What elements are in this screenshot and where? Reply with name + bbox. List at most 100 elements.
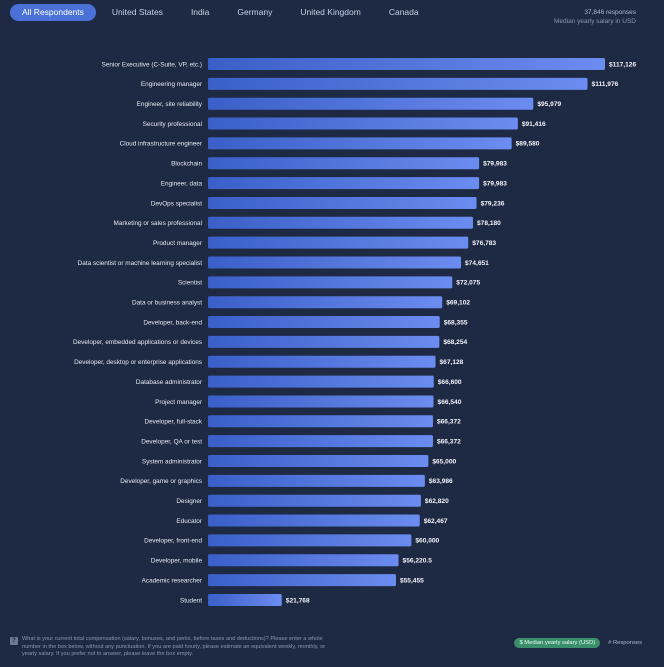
salary-bar[interactable] xyxy=(208,474,425,487)
salary-bar[interactable] xyxy=(208,355,436,368)
category-label: Database administrator xyxy=(136,379,203,386)
category-label: Engineering manager xyxy=(141,81,203,88)
category-label: Cloud infrastructure engineer xyxy=(120,141,203,148)
salary-bar[interactable] xyxy=(208,97,534,110)
salary-bar[interactable] xyxy=(208,435,433,448)
category-label: Developer, back-end xyxy=(143,319,202,326)
chart-subtitle: Median yearly salary in USD xyxy=(553,18,636,25)
category-label: Developer, game or graphics xyxy=(120,478,202,485)
category-label: Developer, desktop or enterprise applica… xyxy=(74,359,202,366)
salary-bar[interactable] xyxy=(208,534,412,547)
tab-united-states[interactable]: United States xyxy=(111,7,163,17)
salary-bar[interactable] xyxy=(208,415,433,428)
value-label: $76,783 xyxy=(472,240,496,247)
salary-bar[interactable] xyxy=(208,157,480,170)
value-label: $62,820 xyxy=(425,498,449,505)
category-label: Blockchain xyxy=(171,161,202,168)
category-label: Educator xyxy=(176,518,202,525)
salary-bar[interactable] xyxy=(208,514,420,527)
value-label: $21,768 xyxy=(286,597,310,604)
value-label: $95,979 xyxy=(537,101,561,108)
category-label: Developer, QA or test xyxy=(141,438,202,445)
value-label: $63,986 xyxy=(429,478,453,485)
tab-all-respondents[interactable]: All Respondents xyxy=(10,4,96,21)
value-label: $66,372 xyxy=(437,438,461,445)
help-icon[interactable]: ? xyxy=(10,637,18,645)
category-label: Developer, embedded applications or devi… xyxy=(73,339,202,346)
salary-bar[interactable] xyxy=(208,177,480,190)
category-label: Student xyxy=(180,597,202,604)
tab-india[interactable]: India xyxy=(190,7,210,17)
salary-bar[interactable] xyxy=(208,316,440,329)
value-label: $68,355 xyxy=(444,319,468,326)
value-label: $67,128 xyxy=(440,359,464,366)
salary-bar-chart: Senior Executive (C-Suite, VP, etc.) $117… xyxy=(73,58,636,606)
value-label: $55,455 xyxy=(400,577,424,584)
category-label: Marketing or sales professional xyxy=(114,220,202,227)
category-label: Data or business analyst xyxy=(132,300,202,307)
value-label: $62,467 xyxy=(424,518,448,525)
category-label: Developer, mobile xyxy=(151,558,203,565)
value-label: $60,000 xyxy=(415,538,439,545)
value-label: $117,126 xyxy=(609,61,636,68)
category-label: Academic researcher xyxy=(142,577,203,584)
salary-bar[interactable] xyxy=(208,77,588,90)
category-label: Developer, full-stack xyxy=(144,419,202,426)
salary-bar[interactable] xyxy=(208,335,440,348)
value-label: $65,000 xyxy=(432,458,456,465)
value-label: $91,416 xyxy=(522,121,546,128)
category-label: Project manager xyxy=(155,399,203,406)
value-label: $56,220.5 xyxy=(403,558,433,565)
salary-bar[interactable] xyxy=(208,554,399,567)
responses-count: 37,846 responses xyxy=(584,9,636,16)
footer: ? What is your current total compensatio… xyxy=(10,636,650,662)
chart-meta: 37,846 responses Median yearly salary in… xyxy=(554,8,636,26)
value-label: $78,180 xyxy=(477,220,501,227)
value-label: $68,254 xyxy=(443,339,467,346)
category-label: System administrator xyxy=(142,458,203,465)
salary-bar[interactable] xyxy=(208,256,462,269)
category-label: Scientist xyxy=(178,280,202,287)
value-label: $66,372 xyxy=(437,419,461,426)
salary-bar[interactable] xyxy=(208,58,605,70)
median-salary-toggle[interactable]: $ Median yearly salary (USD) xyxy=(514,638,601,648)
salary-bar[interactable] xyxy=(208,117,518,130)
salary-bar[interactable] xyxy=(208,236,469,249)
value-label: $74,651 xyxy=(465,260,489,267)
tab-germany[interactable]: Germany xyxy=(237,7,273,17)
salary-bar[interactable] xyxy=(208,593,282,606)
salary-bar[interactable] xyxy=(208,574,396,587)
value-label: $89,580 xyxy=(516,141,540,148)
category-label: Designer xyxy=(176,498,202,505)
tab-canada[interactable]: Canada xyxy=(388,7,419,17)
tab-united-kingdom[interactable]: United Kingdom xyxy=(300,7,361,17)
category-label: Engineer, data xyxy=(161,180,203,187)
salary-bar[interactable] xyxy=(208,296,443,309)
salary-bar[interactable] xyxy=(208,455,429,467)
category-label: Engineer, site reliability xyxy=(137,101,203,108)
value-label: $79,983 xyxy=(483,161,507,168)
salary-bar[interactable] xyxy=(208,196,477,209)
respondent-tabs: All Respondents United States India Germany… xyxy=(10,4,435,21)
value-label: $66,540 xyxy=(438,399,462,406)
value-label: $66,600 xyxy=(438,379,462,386)
category-label: Product manager xyxy=(153,240,203,247)
salary-bar[interactable] xyxy=(208,395,434,408)
category-label: Developer, front-end xyxy=(144,538,202,545)
value-label: $69,102 xyxy=(446,300,470,307)
salary-bar[interactable] xyxy=(208,494,421,507)
responses-toggle[interactable]: # Responses xyxy=(608,640,642,646)
survey-question: What is your current total compensation … xyxy=(22,636,326,657)
salary-bar[interactable] xyxy=(208,216,473,229)
value-label: $72,075 xyxy=(456,280,480,287)
salary-bar[interactable] xyxy=(208,276,453,289)
salary-bar[interactable] xyxy=(208,137,512,150)
metric-toggle: $ Median yearly salary (USD) # Responses xyxy=(514,638,642,648)
category-label: Data scientist or machine learning speci… xyxy=(78,260,203,267)
category-label: Security professional xyxy=(143,121,202,128)
salary-bar[interactable] xyxy=(208,375,434,388)
value-label: $79,236 xyxy=(481,200,505,207)
category-label: DevOps specialist xyxy=(151,200,202,207)
value-label: $111,976 xyxy=(592,81,619,88)
value-label: $79,983 xyxy=(483,180,507,187)
